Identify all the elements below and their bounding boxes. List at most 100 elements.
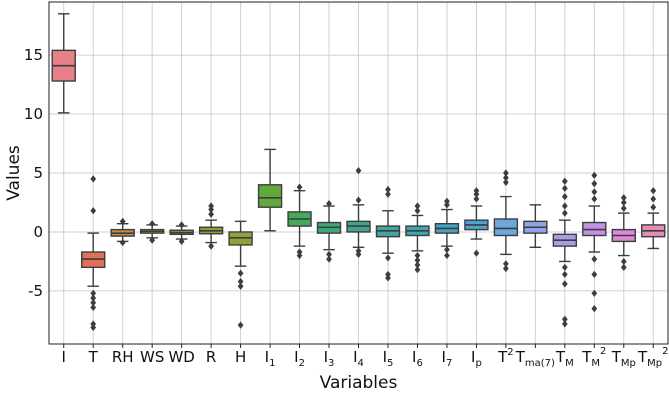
box-3 [139, 220, 165, 244]
x-tick-label: I3 [324, 348, 335, 369]
outlier-point [620, 257, 627, 266]
x-tick-label: RH [112, 348, 134, 366]
x-tick-label: TM2 [581, 346, 606, 369]
outlier-point [149, 236, 156, 244]
outlier-point [178, 221, 185, 229]
outlier-point [90, 289, 97, 297]
outlier-point [561, 315, 568, 323]
outlier-point [473, 249, 480, 257]
outlier-point [473, 195, 480, 203]
outlier-point [296, 251, 303, 260]
box-9 [316, 200, 342, 263]
y-tick-label: 0 [33, 223, 43, 241]
outlier-point [119, 238, 126, 247]
box-7 [257, 148, 283, 232]
outlier-point [650, 203, 657, 211]
box-iqr [257, 184, 283, 208]
outlier-point [90, 294, 97, 302]
outlier-point [561, 202, 568, 210]
box-1 [81, 175, 106, 332]
box-13 [434, 197, 460, 260]
outlier-point [620, 194, 627, 202]
box-4 [169, 221, 194, 245]
outlier-point [414, 207, 421, 215]
outlier-point [355, 196, 362, 204]
outlier-point [90, 207, 97, 215]
y-tick-label: 5 [33, 164, 43, 182]
outlier-point [503, 178, 509, 187]
outlier-point [355, 250, 362, 258]
outlier-point [591, 188, 598, 196]
box-14 [464, 187, 489, 257]
outlier-point [414, 256, 421, 264]
outlier-point [355, 167, 362, 175]
outlier-point [591, 289, 598, 297]
outlier-point [620, 198, 627, 207]
outlier-point [620, 204, 627, 212]
x-tick-label: WS [140, 348, 164, 366]
outlier-point [208, 210, 214, 218]
outlier-point [503, 264, 509, 273]
box-12 [405, 202, 430, 274]
outlier-point [90, 175, 97, 183]
outlier-point [591, 195, 598, 203]
outlier-point [503, 174, 509, 182]
x-tick-label: WD [168, 348, 194, 366]
outlier-point [444, 251, 450, 260]
outlier-point [237, 321, 244, 329]
outlier-point [561, 192, 568, 201]
x-tick-label: T2 [497, 347, 514, 366]
outlier-point [503, 169, 509, 177]
outlier-point [296, 183, 303, 191]
outlier-point [90, 323, 97, 332]
box-17 [552, 177, 578, 328]
box-layer [51, 13, 666, 332]
x-tick-label: H [235, 348, 246, 366]
outlier-point [650, 195, 657, 203]
box-8 [287, 183, 312, 260]
outlier-point [119, 217, 126, 225]
x-ticks: I T RH WS WD R H I1 I2 I3 I4 I5 I6 I7 Ip T2 Tma(7) TM TM2 T… [62, 344, 669, 369]
outlier-point [90, 303, 97, 312]
y-tick-label: 10 [24, 105, 43, 123]
outlier-point [650, 187, 657, 195]
outlier-point [385, 190, 391, 198]
x-tick-label: T [88, 348, 99, 366]
box-2 [110, 217, 135, 247]
outlier-point [326, 255, 332, 263]
x-tick-label: I2 [294, 348, 305, 369]
x-tick-label: I5 [383, 348, 394, 369]
outlier-point [591, 305, 598, 313]
box-16 [523, 204, 548, 248]
outlier-point [414, 202, 421, 210]
outlier-point [591, 171, 598, 179]
box-15 [493, 169, 519, 273]
outlier-point [503, 260, 509, 268]
x-tick-label: TMp [611, 348, 636, 369]
box-20 [641, 187, 666, 250]
outlier-point [237, 282, 244, 290]
outlier-point [561, 263, 568, 271]
outlier-point [385, 185, 391, 194]
outlier-point [208, 202, 214, 210]
outlier-point [620, 263, 627, 271]
outlier-point [385, 254, 391, 262]
outlier-point [178, 237, 185, 245]
outlier-point [414, 266, 421, 274]
y-tick-label: 15 [24, 46, 43, 64]
outlier-point [561, 280, 568, 288]
outlier-point [237, 269, 244, 277]
outlier-point [326, 250, 332, 258]
outlier-point [591, 270, 598, 279]
outlier-point [591, 180, 598, 188]
box-iqr [493, 218, 519, 237]
x-tick-label: I6 [412, 348, 423, 369]
box-11 [375, 185, 401, 282]
outlier-point [591, 255, 598, 263]
outlier-point [414, 251, 421, 260]
outlier-point [561, 184, 568, 192]
outlier-point [561, 320, 568, 328]
outlier-point [414, 261, 421, 269]
outlier-point [237, 277, 244, 286]
x-tick-label: TM [555, 348, 574, 369]
